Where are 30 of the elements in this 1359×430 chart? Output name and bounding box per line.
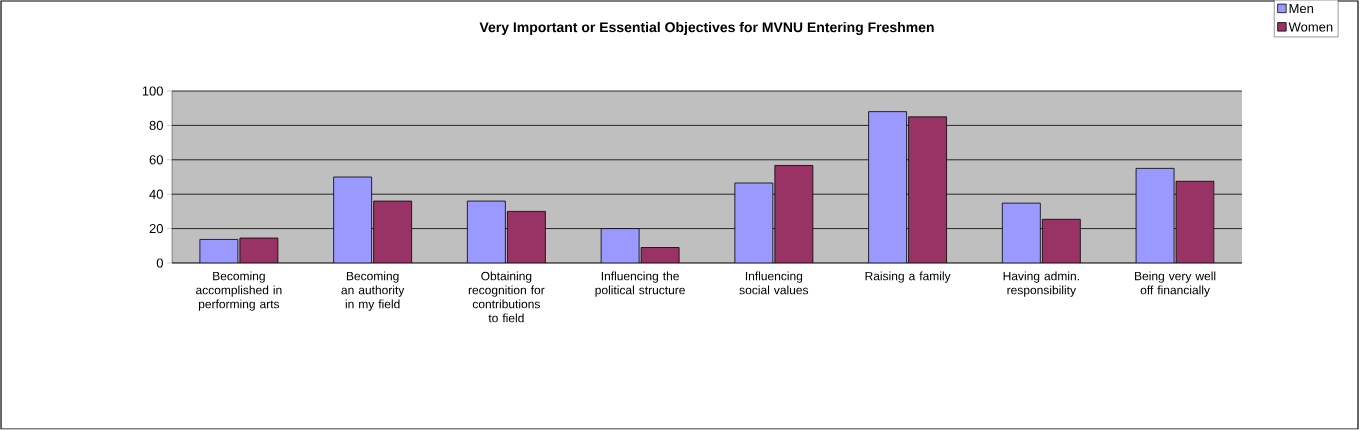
x-tick-label: Having admin. responsibility xyxy=(1003,271,1079,297)
y-tick-label: 60 xyxy=(149,155,163,165)
x-tick-label: Becoming accomplished in performing arts xyxy=(196,271,282,311)
y-tick-label: 80 xyxy=(149,120,163,130)
bar xyxy=(373,200,413,263)
x-tick-label: Obtaining recognition for contributions to field xyxy=(468,271,545,323)
y-tick-label: 0 xyxy=(156,258,163,268)
legend-label: Men xyxy=(1289,4,1314,14)
bar xyxy=(1041,218,1081,263)
bar xyxy=(1175,180,1215,263)
chart-title: Very Important or Essential Objectives for MVNU Entering Freshmen xyxy=(479,21,934,36)
y-tick-label: 100 xyxy=(142,86,163,96)
y-tick-label: 40 xyxy=(149,189,163,199)
x-tick-label: Raising a family xyxy=(865,271,951,283)
bar xyxy=(1001,202,1041,263)
bar xyxy=(466,200,506,263)
x-tick-label: Influencing social values xyxy=(739,271,809,295)
bar xyxy=(774,165,814,263)
bar xyxy=(1135,167,1175,263)
bar xyxy=(333,176,373,263)
bar xyxy=(734,182,774,263)
legend-label: Women xyxy=(1288,22,1333,32)
bar xyxy=(868,111,907,263)
y-tick-label: 20 xyxy=(149,223,163,234)
x-tick-label: Becoming an authority in my field xyxy=(341,271,405,311)
x-tick-label: Being very well off financially xyxy=(1135,271,1216,297)
x-tick-label: Influencing the political structure xyxy=(595,271,685,297)
bar xyxy=(506,210,546,263)
bar xyxy=(600,228,640,263)
bar xyxy=(908,116,947,263)
